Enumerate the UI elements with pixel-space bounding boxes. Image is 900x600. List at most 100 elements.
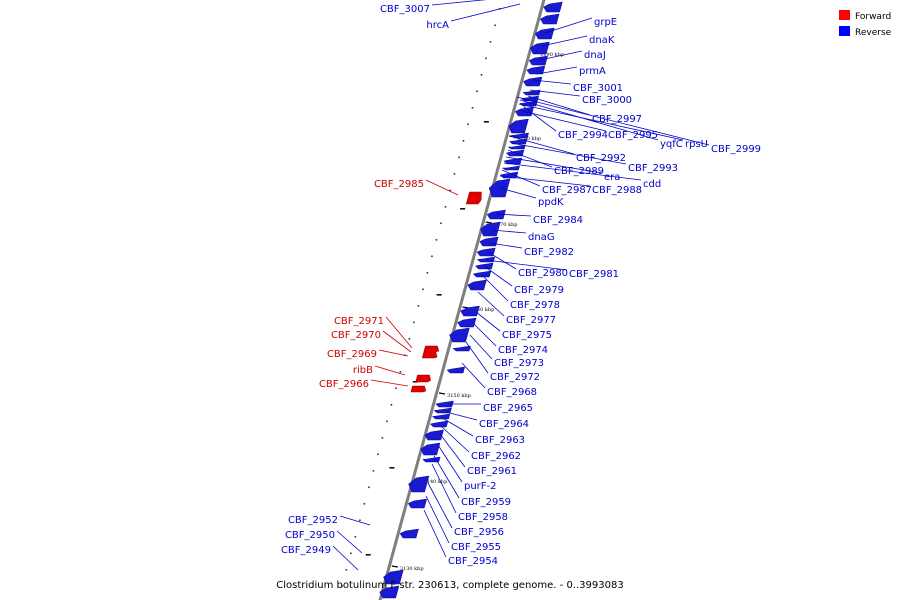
gene-label: CBF_2994 <box>558 130 608 141</box>
tick-mark <box>438 392 446 395</box>
callout-line <box>450 3 521 22</box>
reverse-gene-glyph <box>479 236 499 247</box>
reverse-gene-glyph <box>431 413 451 420</box>
callout-line <box>332 545 359 571</box>
gene-label: CBF_2970 <box>331 330 381 341</box>
callout-lines <box>332 0 710 571</box>
reverse-gene-glyph <box>522 89 541 96</box>
callout-line <box>507 149 553 168</box>
track-dot <box>368 486 370 489</box>
callout-line <box>433 455 460 499</box>
callout-line <box>510 142 627 165</box>
gene-label: CBF_2981 <box>569 269 619 280</box>
callout-line <box>523 106 557 132</box>
gene-label: CBF_2989 <box>554 166 604 177</box>
legend-swatch-reverse <box>839 26 850 36</box>
gene-label: CBF_2969 <box>327 349 377 360</box>
gene-label: CBF_2978 <box>510 300 560 311</box>
gene-label: CBF_2955 <box>451 542 501 553</box>
callout-line <box>499 175 591 187</box>
track-dot <box>467 123 469 126</box>
reverse-gene-glyph <box>501 165 520 171</box>
reverse-gene-glyph <box>528 55 548 66</box>
gene-label: CBF_2975 <box>502 330 552 341</box>
gene-label: grpE <box>594 17 617 28</box>
callout-line <box>512 136 575 155</box>
gene-label: CBF_2993 <box>628 163 678 174</box>
gene-label: CBF_2958 <box>458 512 508 523</box>
gene-label: CBF_2961 <box>467 466 517 477</box>
callout-line <box>374 365 406 376</box>
callout-line <box>425 179 459 196</box>
reverse-gene-glyph <box>460 305 480 317</box>
gene-label: CBF_3000 <box>582 95 632 106</box>
genome-caption: Clostridium botulinum F str. 230613, com… <box>276 580 623 591</box>
gene-label: CBF_2999 <box>711 144 761 155</box>
callout-line <box>469 334 493 360</box>
callout-line <box>441 426 470 453</box>
gene-label: CBF_3007 <box>380 4 430 15</box>
gene-label: CBF_2987 <box>542 185 592 196</box>
track-dot <box>462 140 465 142</box>
track-dot <box>494 24 496 27</box>
callout-line <box>382 330 412 353</box>
track-dash <box>412 381 418 383</box>
reverse-gene-glyph <box>433 407 452 414</box>
callout-line <box>495 213 532 217</box>
callout-line <box>431 0 487 6</box>
callout-line <box>518 103 684 141</box>
gene-label: dnaG <box>528 232 555 243</box>
forward-gene-glyph <box>410 385 427 393</box>
callout-line <box>385 316 413 349</box>
reverse-gene-glyph <box>407 498 428 509</box>
reverse-gene-glyph <box>488 178 511 198</box>
track-dash <box>365 554 371 556</box>
gene-label: CBF_2965 <box>483 403 533 414</box>
reverse-gene-glyph <box>429 420 449 428</box>
callout-line <box>370 379 409 387</box>
callout-line <box>439 433 466 468</box>
gene-label: CBF_2979 <box>514 285 564 296</box>
track-dash <box>436 294 442 296</box>
tick-label: 3150 kbp <box>447 393 471 399</box>
reverse-gene-glyph <box>446 366 466 374</box>
gene-label: CBF_2956 <box>454 527 504 538</box>
track-dot <box>422 288 424 291</box>
callout-line <box>532 79 572 85</box>
gene-label: CBF_2988 <box>592 185 642 196</box>
track-dot <box>390 404 393 406</box>
callout-line <box>475 311 501 332</box>
tick-label: 3130 kbp <box>400 566 424 572</box>
gene-label: CBF_2984 <box>533 215 583 226</box>
gene-label: hrcA <box>426 20 449 31</box>
gene-label: CBF_2968 <box>487 387 537 398</box>
reverse-gene-glyph <box>452 345 471 352</box>
callout-line <box>336 530 363 554</box>
reverse-gene-glyph <box>476 256 496 263</box>
gene-label: CBF_2949 <box>281 545 331 556</box>
callout-line <box>505 156 603 174</box>
callout-line <box>465 341 489 374</box>
track-dot <box>440 222 442 225</box>
gene-label: ribB <box>353 365 373 376</box>
track-dot <box>399 371 402 373</box>
callout-line <box>437 444 463 483</box>
gene-label: yqfC <box>660 139 683 150</box>
callout-line <box>487 251 517 270</box>
gene-label: CBF_2950 <box>285 530 335 541</box>
reverse-gene-glyph <box>508 118 529 134</box>
callout-line <box>339 515 371 526</box>
track-dot <box>354 536 357 538</box>
gene-label: ppdK <box>538 197 564 208</box>
callout-line <box>544 17 593 34</box>
reverse-gene-glyph <box>480 221 501 237</box>
gene-label: prmA <box>579 66 606 77</box>
callout-line <box>481 274 509 302</box>
forward-gene-glyph <box>423 345 440 353</box>
reverse-gene-glyph <box>383 569 404 585</box>
reverse-gene-glyph <box>523 76 543 87</box>
track-dot <box>350 552 352 555</box>
callout-line <box>491 229 527 234</box>
reverse-gene-glyph <box>408 475 430 493</box>
